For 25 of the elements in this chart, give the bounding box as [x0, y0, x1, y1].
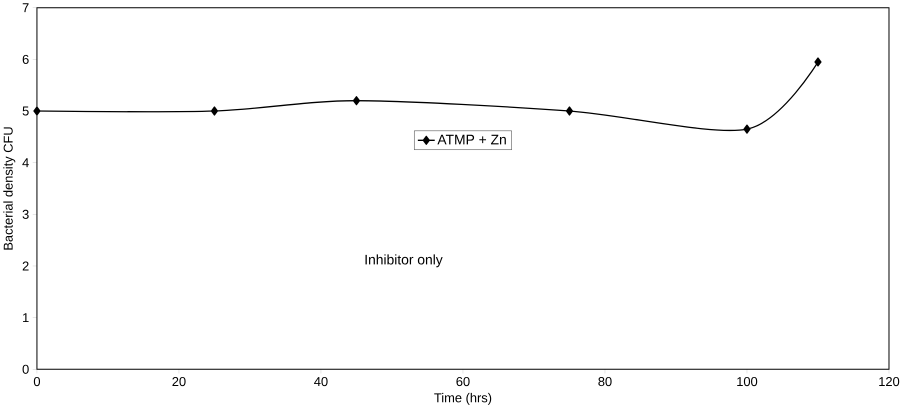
- x-tick-label: 80: [598, 376, 612, 386]
- y-tick-label: 3: [22, 210, 29, 219]
- point: [33, 106, 41, 116]
- x-tick-label: 40: [314, 376, 328, 386]
- x-tick-label: 120: [879, 376, 900, 386]
- point: [566, 106, 574, 116]
- y-tick-label: 1: [23, 313, 29, 322]
- y-tick-label: 2: [22, 261, 29, 270]
- x-tick-label: 20: [172, 376, 186, 386]
- point: [210, 106, 218, 116]
- legend-label: ATMP + Zn: [437, 134, 506, 144]
- y-axis-title: Bacterial density CFU: [3, 127, 16, 250]
- x-axis-title: Time (hrs): [434, 392, 492, 405]
- point: [743, 124, 751, 134]
- y-tick-label: 4: [22, 158, 29, 168]
- point: [814, 57, 822, 66]
- y-tick-label: 7: [22, 3, 29, 12]
- x-tick-label: 60: [456, 376, 470, 386]
- y-tick-label: 6: [22, 54, 29, 64]
- x-tick-label: 0: [34, 376, 40, 386]
- x-tick-label: 100: [737, 376, 758, 386]
- y-tick-label: 5: [22, 106, 29, 116]
- annotation: Inhibitor only: [365, 254, 443, 268]
- point: [352, 96, 360, 106]
- y-tick-label: 0: [22, 364, 29, 374]
